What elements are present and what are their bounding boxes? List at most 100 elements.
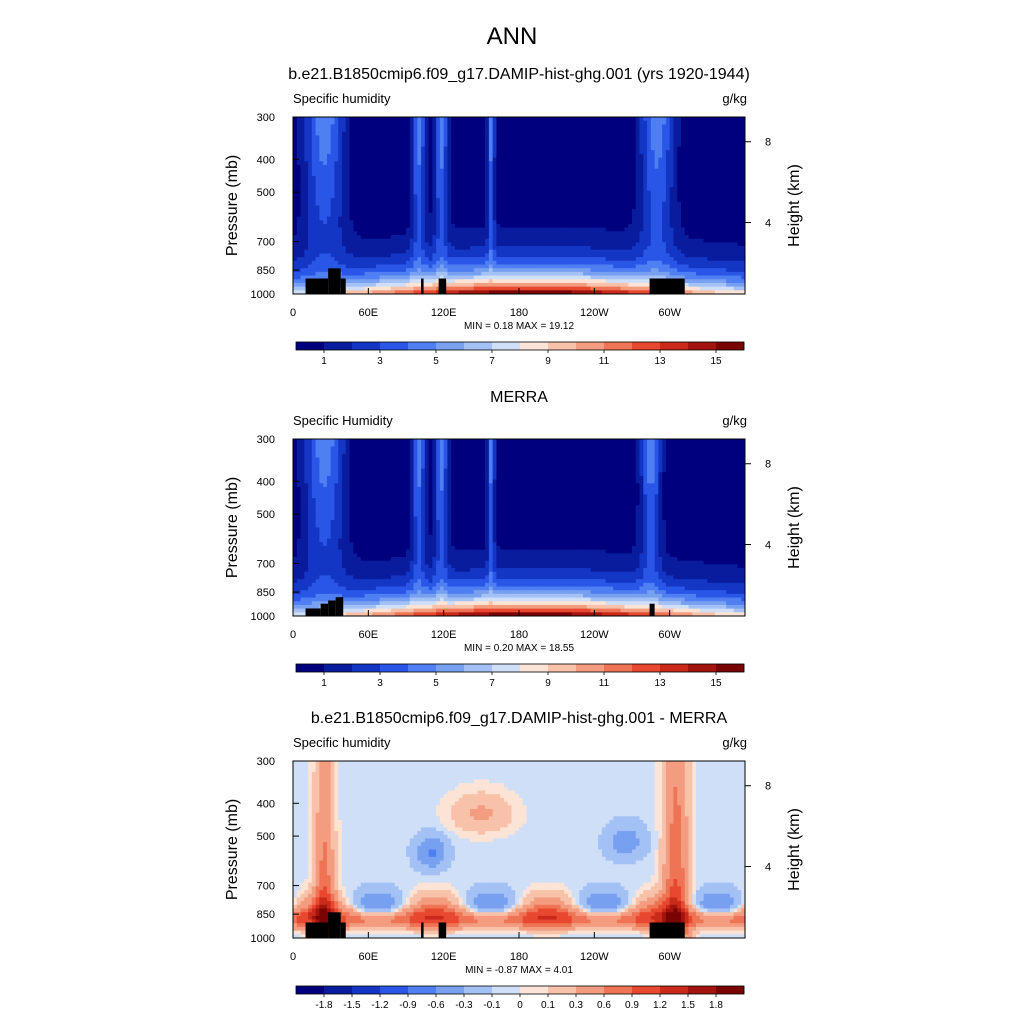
field-cell xyxy=(549,194,554,199)
field-cell xyxy=(428,150,433,155)
field-cell xyxy=(500,264,505,269)
field-cell xyxy=(620,187,625,192)
field-cell xyxy=(296,131,301,136)
field-cell xyxy=(402,183,407,188)
field-cell xyxy=(549,249,554,254)
field-cell xyxy=(296,201,301,206)
field-cell xyxy=(590,246,595,251)
field-cell xyxy=(372,231,377,236)
field-cell xyxy=(564,190,569,195)
field-cell xyxy=(353,179,358,184)
field-cell xyxy=(530,209,535,214)
field-cell xyxy=(357,150,362,155)
field-cell xyxy=(598,257,603,262)
field-cell xyxy=(293,190,298,195)
field-cell xyxy=(503,187,509,192)
field-cell xyxy=(632,157,637,162)
field-cell xyxy=(635,223,640,229)
field-cell xyxy=(477,128,482,133)
field-cell xyxy=(387,216,392,221)
field-cell xyxy=(311,209,316,214)
field-cell xyxy=(601,142,607,147)
field-cell xyxy=(526,198,531,203)
field-cell xyxy=(364,242,369,247)
field-cell xyxy=(458,242,463,247)
field-cell xyxy=(722,168,727,173)
field-cell xyxy=(545,209,550,214)
field-cell xyxy=(522,235,527,240)
field-cell xyxy=(338,194,343,199)
field-cell xyxy=(684,227,689,232)
field-cell xyxy=(680,242,686,247)
field-cell xyxy=(684,187,689,192)
field-cell xyxy=(481,124,486,129)
field-cell xyxy=(492,161,497,166)
field-cell xyxy=(334,257,339,262)
field-cell xyxy=(330,135,335,140)
field-cell xyxy=(590,216,595,221)
field-cell xyxy=(390,227,396,232)
field-cell xyxy=(722,139,727,144)
field-cell xyxy=(647,216,652,221)
field-cell xyxy=(658,194,663,199)
field-cell xyxy=(703,176,708,181)
field-cell xyxy=(492,268,497,273)
field-cell xyxy=(323,205,328,210)
field-cell xyxy=(741,157,746,162)
field-cell xyxy=(311,117,316,122)
field-cell xyxy=(330,264,335,269)
field-cell xyxy=(443,183,448,188)
field-cell xyxy=(421,231,426,236)
field-cell xyxy=(357,153,362,158)
field-cell xyxy=(428,209,433,214)
field-cell xyxy=(511,176,516,181)
field-cell xyxy=(515,216,520,221)
field-cell xyxy=(722,146,727,151)
field-cell xyxy=(428,216,433,221)
field-cell xyxy=(654,168,659,173)
field-cell xyxy=(496,257,501,262)
field-cell xyxy=(658,131,663,136)
field-cell xyxy=(616,212,622,217)
field-cell xyxy=(567,257,573,262)
field-cell xyxy=(296,257,301,262)
field-cell xyxy=(473,190,478,195)
field-cell xyxy=(733,120,738,125)
field-cell xyxy=(447,183,452,188)
field-cell xyxy=(722,142,727,147)
field-cell xyxy=(579,128,584,133)
field-cell xyxy=(511,257,516,262)
field-cell xyxy=(530,194,535,199)
field-cell xyxy=(556,183,561,188)
field-cell xyxy=(470,249,475,254)
field-cell xyxy=(688,117,693,122)
field-cell xyxy=(688,231,693,236)
field-cell xyxy=(308,220,313,225)
field-cell xyxy=(519,223,524,229)
field-cell xyxy=(733,205,738,210)
field-cell xyxy=(311,242,316,247)
field-cell xyxy=(680,235,686,240)
field-cell xyxy=(537,257,542,262)
field-cell xyxy=(413,268,418,273)
field-cell xyxy=(632,117,637,122)
field-cell xyxy=(662,231,667,236)
field-cell xyxy=(662,190,667,195)
field-cell xyxy=(601,128,607,133)
field-cell xyxy=(345,168,350,173)
field-cell xyxy=(436,242,441,247)
field-cell xyxy=(579,220,584,225)
field-cell xyxy=(601,212,607,217)
field-cell xyxy=(443,235,448,240)
field-cell xyxy=(541,198,546,203)
field-cell xyxy=(624,209,629,214)
field-cell xyxy=(439,124,445,129)
field-cell xyxy=(345,220,350,225)
field-cell xyxy=(575,176,580,181)
field-cell xyxy=(402,194,407,199)
field-cell xyxy=(714,231,720,236)
field-cell xyxy=(718,179,723,184)
field-cell xyxy=(507,168,512,173)
field-cell xyxy=(334,223,339,229)
field-cell xyxy=(372,198,377,203)
